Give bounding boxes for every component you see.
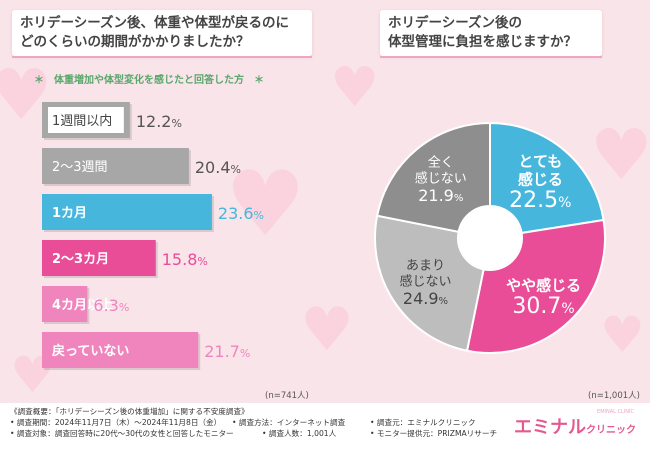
eminal-clinic-logo: EMINAL CLINIC エミナルクリニック xyxy=(514,409,636,439)
logo-sub-text: EMINAL CLINIC xyxy=(597,409,634,415)
heart-decoration: ♥ xyxy=(330,55,380,119)
pie-value-label: 22.5% xyxy=(509,188,571,213)
bar xyxy=(42,194,212,230)
right-title-line-1: ホリデーシーズン後の xyxy=(388,15,523,31)
pie-value-label: 24.9% xyxy=(403,289,448,308)
right-title-line-2: 体型管理に負担を感じますか？ xyxy=(388,34,577,50)
survey-summary-heading: 《調査概要：「ホリデーシーズン後の体重増加」に関する不安度調査》 xyxy=(10,407,249,416)
pie-slice xyxy=(374,214,485,352)
pie-value-label: 21.9% xyxy=(418,186,463,205)
bar-chart: 1週間以内 12.2% 2〜3週間 20.4% 1カ月 23.6% 2〜3カ月 15.8% 4カ… xyxy=(42,102,264,370)
bar-value-label: 12.2% xyxy=(136,112,182,131)
bar-category-label: 1カ月 xyxy=(52,206,87,221)
bar xyxy=(42,332,199,368)
survey-method: • 調査方法：インターネット調査 xyxy=(232,418,346,427)
bar xyxy=(42,286,88,322)
left-chart-title: ホリデーシーズン後、体重や体型が戻るのに どのくらいの期間がかかりましたか？ xyxy=(12,10,312,58)
bar-value-label: 20.4% xyxy=(195,158,241,177)
pie-category-label: 感じる xyxy=(518,171,563,189)
pie-category-label: 全く xyxy=(428,155,454,171)
title-accent-line xyxy=(12,56,312,58)
heart-decoration: ♥ xyxy=(590,114,650,196)
survey-count: • 調査人数：1,001人 xyxy=(262,429,337,438)
pie-value-label: 30.7% xyxy=(512,294,574,319)
bar-value-label: 21.7% xyxy=(204,342,250,361)
donut-hole xyxy=(459,207,521,269)
logo-main-text: エミナル xyxy=(514,417,586,438)
pie-slice xyxy=(375,121,491,233)
survey-provider: • モニター提供元：PRIZMAリサーチ xyxy=(370,429,498,438)
left-title-line-1: ホリデーシーズン後、体重や体型が戻るのに xyxy=(20,15,290,31)
heart-decoration: ♥ xyxy=(225,152,306,257)
pie-category-label: やや感じる xyxy=(506,276,581,294)
bar-sample-size: (n=741人) xyxy=(265,391,309,401)
survey-target: • 調査対象：調査回答時に20代〜30代の女性と回答したモニター xyxy=(10,429,234,438)
bar-value-label: 15.8% xyxy=(162,250,208,269)
pie-category-label: あまり xyxy=(406,258,445,273)
heart-decoration: ♥ xyxy=(600,306,645,364)
bar xyxy=(42,240,156,276)
bar-category-label: 1週間以内 xyxy=(52,113,112,129)
bar-category-label: 2〜3週間 xyxy=(52,160,108,175)
bar-value-label: 23.6% xyxy=(218,204,264,223)
pie-slice xyxy=(465,218,606,354)
bar-category-label: 4カ月以上 xyxy=(52,298,113,313)
right-chart-title: ホリデーシーズン後の 体型管理に負担を感じますか？ xyxy=(380,10,602,58)
left-chart-subtitle: ＊ 体重増加や体型変化を感じたと回答した方 ＊ xyxy=(34,75,264,86)
bar xyxy=(42,148,189,184)
survey-source: • 調査元：エミナルクリニック xyxy=(370,418,476,427)
pie-category-label: 感じない xyxy=(415,171,467,187)
survey-period: • 調査期間：2024年11月7日（木）〜2024年11月8日（金） xyxy=(10,418,222,427)
bar-value-label: 6.3% xyxy=(93,296,129,315)
survey-footer: 《調査概要：「ホリデーシーズン後の体重増加」に関する不安度調査》 • 調査期間：… xyxy=(0,403,650,450)
bar-category-label: 2〜3カ月 xyxy=(52,252,109,267)
pie-slice xyxy=(489,121,605,235)
pie-category-label: とても xyxy=(518,153,562,171)
heart-decoration: ♥ xyxy=(300,295,354,365)
bar-category-label: 戻っていない xyxy=(51,343,129,359)
left-title-line-2: どのくらいの期間がかかりましたか？ xyxy=(20,34,250,50)
pie-sample-size: (n=1,001人) xyxy=(588,391,640,401)
logo-small-text: クリニック xyxy=(586,425,636,436)
pie-category-label: 感じない xyxy=(399,273,451,289)
bar-label-bg xyxy=(48,107,124,133)
donut-chart: とても感じる22.5%やや感じる30.7%あまり感じない24.9%全く感じない2… xyxy=(374,121,606,354)
title-accent-line xyxy=(380,56,602,58)
